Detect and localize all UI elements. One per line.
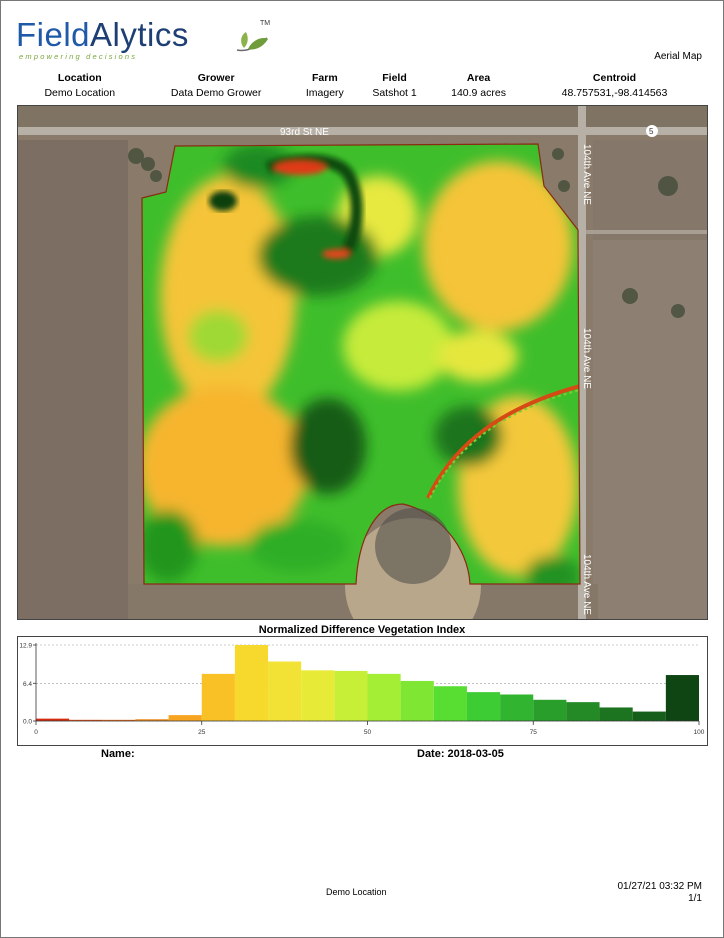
info-header-location: Location bbox=[57, 71, 102, 84]
info-value-grower: Data Demo Grower bbox=[170, 86, 262, 99]
histogram-bar bbox=[168, 715, 202, 721]
footer-timestamp-block: 01/27/21 03:32 PM 1/1 bbox=[617, 881, 702, 905]
info-value-farm: Imagery bbox=[305, 86, 344, 99]
y-tick-label: 12.9 bbox=[19, 643, 32, 650]
y-tick-label: 6.4 bbox=[23, 681, 32, 688]
road-label-104th-mid: 104th Ave NE bbox=[581, 328, 592, 389]
histogram-bar bbox=[301, 670, 335, 721]
histogram-bar bbox=[632, 711, 666, 721]
histogram-bar bbox=[566, 702, 600, 721]
info-value-field: Satshot 1 bbox=[372, 86, 417, 99]
field-info-table: Location Grower Farm Field Area Centroid… bbox=[20, 70, 704, 100]
histogram-bar bbox=[69, 719, 103, 721]
x-tick-label: 50 bbox=[364, 729, 372, 736]
histogram-bar bbox=[201, 673, 235, 721]
x-tick-label: 0 bbox=[34, 729, 38, 736]
footer-timestamp: 01/27/21 03:32 PM bbox=[617, 881, 702, 892]
logo-alytics-text: Alytics bbox=[90, 16, 189, 53]
x-tick-label: 75 bbox=[530, 729, 538, 736]
info-value-area: 140.9 acres bbox=[451, 86, 506, 99]
x-tick-label: 100 bbox=[694, 729, 705, 736]
y-tick-label: 0.0 bbox=[23, 719, 32, 726]
leaf-icon bbox=[236, 32, 268, 52]
aerial-map: 93rd St NE 5 104th Ave NE 104th Ave NE 1… bbox=[17, 105, 708, 620]
footer-location: Demo Location bbox=[326, 887, 387, 897]
histogram-bar bbox=[533, 699, 567, 721]
histogram-bar bbox=[36, 718, 70, 721]
logo-field-text: Field bbox=[16, 16, 91, 53]
footer-page-number: 1/1 bbox=[688, 893, 702, 904]
info-header-area: Area bbox=[466, 71, 491, 84]
route-marker-label: 5 bbox=[649, 127, 654, 136]
x-tick-label: 25 bbox=[198, 729, 206, 736]
info-value-centroid: 48.757531,-98.414563 bbox=[561, 86, 668, 99]
info-header-grower: Grower bbox=[197, 71, 235, 84]
histogram-bar bbox=[433, 686, 467, 721]
route-marker-icon bbox=[646, 125, 658, 137]
histogram-title: Normalized Difference Vegetation Index bbox=[258, 624, 466, 636]
logo-wordmark: FieldAlytics bbox=[16, 16, 189, 54]
histogram-bar bbox=[500, 694, 534, 721]
info-header-farm: Farm bbox=[312, 71, 338, 84]
histogram-bar bbox=[102, 719, 136, 721]
histogram-bar bbox=[466, 692, 501, 721]
ndvi-histogram: 12.9 6.4 0.0 0 25 50 75 100 bbox=[17, 636, 708, 746]
road-label-93rd: 93rd St NE bbox=[280, 127, 329, 138]
histogram-bar bbox=[135, 719, 169, 721]
road-label-104th-top: 104th Ave NE bbox=[581, 144, 592, 205]
histogram-bar bbox=[400, 680, 434, 721]
info-value-location: Demo Location bbox=[44, 86, 116, 99]
fieldalytics-logo: FieldAlytics empowering decisions TM bbox=[16, 16, 276, 64]
document-type: Aerial Map bbox=[654, 51, 702, 62]
histogram-bar bbox=[599, 707, 633, 721]
histogram-bar bbox=[665, 675, 699, 721]
histogram-svg: 12.9 6.4 0.00 25 50 75 100 bbox=[19, 643, 705, 737]
histogram-bar bbox=[234, 645, 269, 721]
histogram-bar bbox=[268, 661, 302, 721]
info-header-field: Field bbox=[382, 71, 407, 84]
logo-trademark: TM bbox=[260, 20, 271, 27]
info-header-row: Location Grower Farm Field Area Centroid bbox=[20, 70, 704, 85]
date-label: Date: 2018-03-05 bbox=[417, 748, 504, 760]
name-label: Name: bbox=[101, 748, 135, 760]
ndvi-map-image: 93rd St NE 5 104th Ave NE 104th Ave NE 1… bbox=[18, 106, 707, 619]
road-label-104th-bottom: 104th Ave NE bbox=[581, 554, 592, 615]
ndvi-field-overlay bbox=[142, 144, 580, 584]
histogram-bar bbox=[367, 673, 401, 721]
info-value-row: Demo Location Data Demo Grower Imagery S… bbox=[20, 85, 704, 100]
histogram-bar bbox=[334, 670, 368, 721]
info-header-centroid: Centroid bbox=[592, 71, 637, 84]
logo-tagline: empowering decisions bbox=[19, 52, 138, 61]
